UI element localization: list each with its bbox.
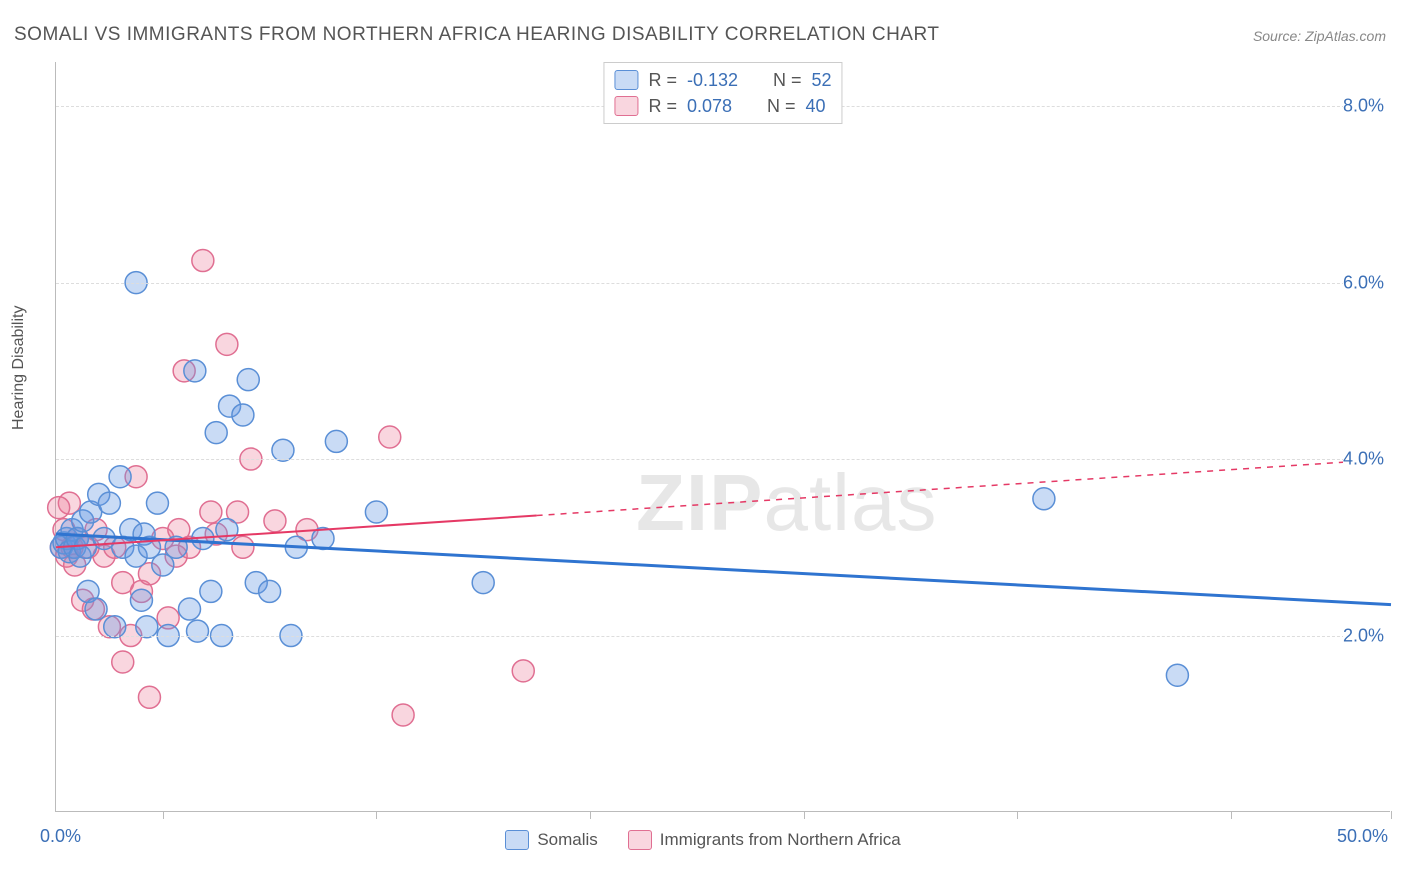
blue-point [187,620,209,642]
blue-point [98,492,120,514]
pink-point [192,250,214,272]
x-tick [1391,811,1392,819]
blue-point [272,439,294,461]
y-axis-title: Hearing Disability [10,306,28,431]
source-attribution: Source: ZipAtlas.com [1253,28,1386,44]
n-label: N = [767,93,796,119]
blue-point [325,430,347,452]
plot-svg [56,62,1390,811]
swatch-pink-icon [614,96,638,116]
blue-point [136,616,158,638]
pink-point [392,704,414,726]
legend-label: Immigrants from Northern Africa [660,830,901,850]
pink-point [232,536,254,558]
r-value: 0.078 [687,93,732,119]
blue-point [472,572,494,594]
pink-trend-dashed [537,459,1391,515]
legend-label: Somalis [537,830,597,850]
pink-point [379,426,401,448]
y-tick-label: 6.0% [1343,272,1392,293]
chart-title: SOMALI VS IMMIGRANTS FROM NORTHERN AFRIC… [14,24,939,46]
x-tick [1017,811,1018,819]
pink-point [512,660,534,682]
gridline [56,636,1390,637]
blue-point [1166,664,1188,686]
n-value: 40 [806,93,826,119]
x-tick [376,811,377,819]
pink-point [200,501,222,523]
blue-point [179,598,201,620]
legend-row-somalis: R = -0.132 N = 52 [614,67,831,93]
x-tick [163,811,164,819]
blue-point [237,369,259,391]
pink-point [264,510,286,532]
pink-point [48,497,70,519]
legend-item-somalis: Somalis [505,830,597,850]
blue-point [109,466,131,488]
r-label: R = [648,93,677,119]
blue-point [205,422,227,444]
blue-point [232,404,254,426]
blue-point [85,598,107,620]
blue-point [200,580,222,602]
blue-point [365,501,387,523]
blue-point [259,580,281,602]
y-tick-label: 8.0% [1343,96,1392,117]
blue-point [1033,488,1055,510]
blue-point [146,492,168,514]
r-value: -0.132 [687,67,738,93]
pink-point [216,333,238,355]
pink-point [138,686,160,708]
y-tick-label: 2.0% [1343,625,1392,646]
legend-row-immigrants: R = 0.078 N = 40 [614,93,831,119]
swatch-blue-icon [505,830,529,850]
n-value: 52 [812,67,832,93]
plot-area: ZIPatlas R = -0.132 N = 52 R = 0.078 N =… [55,62,1390,812]
r-label: R = [648,67,677,93]
swatch-pink-icon [628,830,652,850]
blue-point [104,616,126,638]
correlation-legend: R = -0.132 N = 52 R = 0.078 N = 40 [603,62,842,124]
x-tick [590,811,591,819]
y-tick-label: 4.0% [1343,449,1392,470]
x-tick [804,811,805,819]
series-legend: Somalis Immigrants from Northern Africa [0,830,1406,850]
legend-item-immigrants: Immigrants from Northern Africa [628,830,901,850]
x-tick [1231,811,1232,819]
blue-point [184,360,206,382]
pink-point [112,651,134,673]
n-label: N = [773,67,802,93]
swatch-blue-icon [614,70,638,90]
blue-point [130,589,152,611]
gridline [56,459,1390,460]
gridline [56,283,1390,284]
